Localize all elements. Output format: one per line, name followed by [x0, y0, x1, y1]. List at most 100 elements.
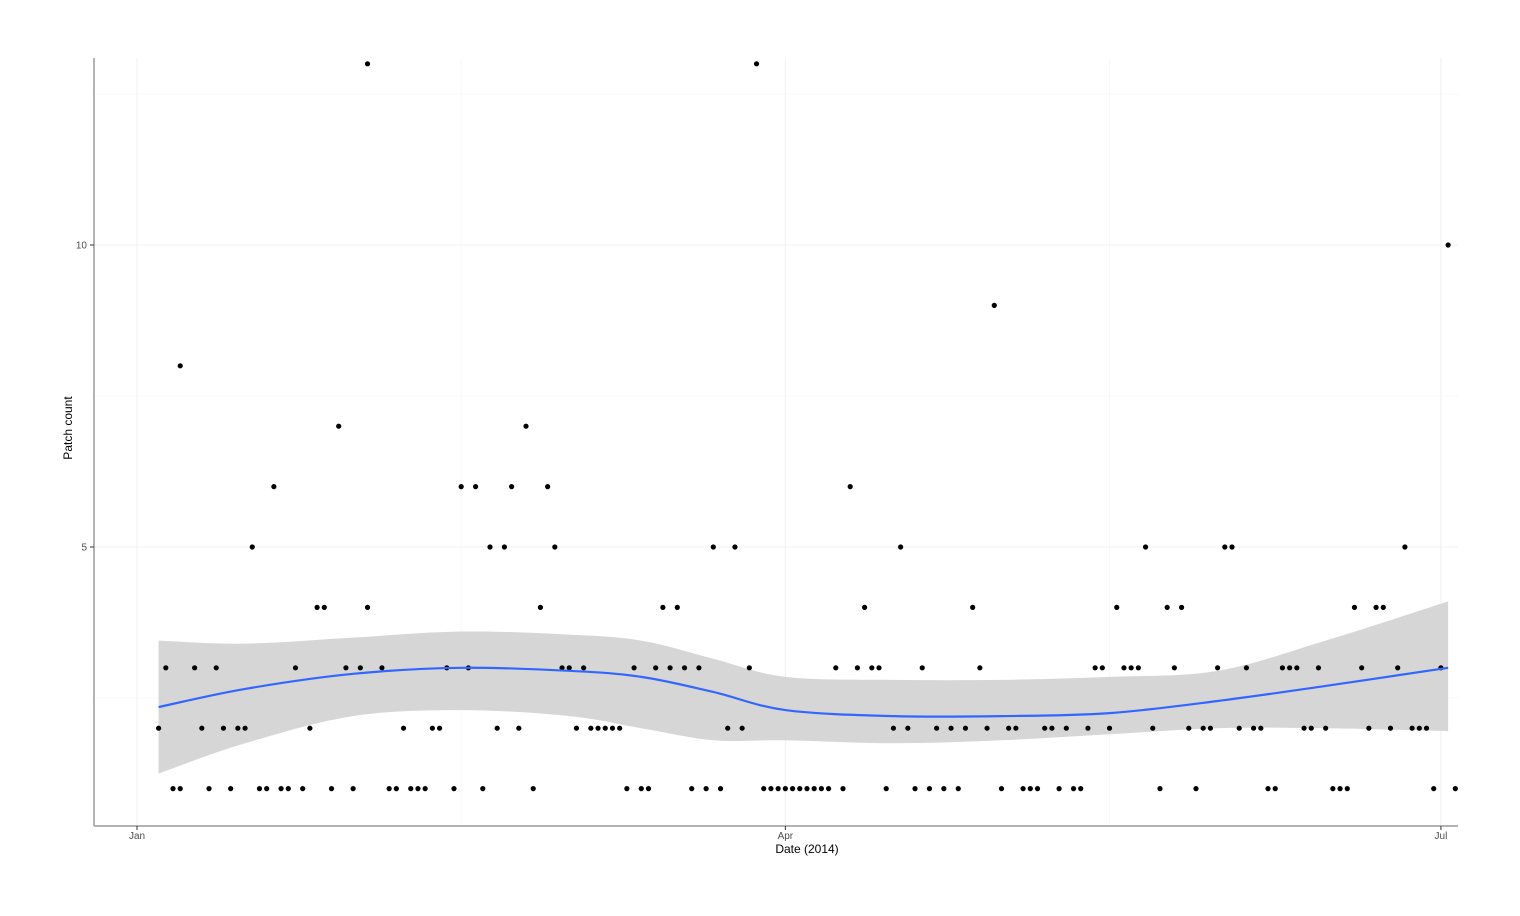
data-point	[1034, 786, 1041, 792]
data-point	[545, 484, 551, 490]
data-point	[523, 423, 529, 429]
data-point	[1315, 665, 1322, 671]
data-point	[192, 665, 198, 671]
data-point	[537, 604, 544, 611]
data-point	[840, 786, 846, 792]
data-point	[1078, 786, 1084, 792]
data-point	[314, 604, 320, 611]
data-point	[271, 484, 277, 490]
data-point	[717, 786, 724, 792]
data-point	[264, 786, 270, 792]
data-point	[674, 604, 680, 611]
data-point	[177, 363, 183, 369]
data-point	[948, 725, 954, 731]
data-point	[357, 665, 363, 671]
data-point	[825, 786, 832, 792]
data-point	[926, 786, 933, 792]
data-points	[156, 61, 1458, 792]
data-point	[343, 665, 349, 671]
data-point	[1049, 725, 1055, 731]
data-point	[530, 786, 536, 792]
data-point	[1207, 725, 1213, 731]
data-point	[285, 786, 291, 792]
data-point	[602, 725, 608, 731]
data-point	[364, 604, 371, 611]
data-point	[782, 786, 788, 792]
data-point	[1351, 604, 1358, 611]
data-point	[1409, 725, 1415, 731]
data-point	[804, 786, 810, 792]
data-point	[1251, 725, 1257, 731]
data-point	[1027, 786, 1033, 792]
data-point	[1416, 725, 1422, 731]
data-point	[220, 725, 227, 731]
data-point	[1301, 725, 1307, 731]
smooth-line	[158, 666, 1449, 718]
data-point	[1020, 786, 1026, 792]
data-point	[393, 786, 399, 792]
data-point	[645, 786, 652, 792]
data-point	[818, 786, 824, 792]
data-point	[1063, 725, 1069, 731]
data-point	[235, 725, 241, 731]
data-point	[761, 786, 767, 792]
data-point	[876, 665, 882, 671]
data-point	[588, 725, 594, 731]
data-point	[487, 544, 493, 550]
data-point	[472, 484, 479, 490]
data-point	[789, 786, 796, 792]
data-point	[1294, 665, 1300, 671]
data-point	[408, 786, 414, 792]
data-point	[617, 725, 623, 731]
data-point	[1330, 786, 1336, 792]
data-point	[1359, 665, 1365, 671]
data-point	[681, 665, 688, 671]
data-point	[653, 665, 659, 671]
data-point	[1215, 665, 1221, 671]
data-point	[1006, 725, 1012, 731]
data-point	[1236, 725, 1242, 731]
data-point	[292, 665, 299, 671]
data-point	[1157, 786, 1163, 792]
data-point	[725, 725, 731, 731]
data-point	[573, 725, 580, 731]
data-point	[1106, 725, 1113, 731]
data-point	[905, 725, 911, 731]
x-tick-label: Jan	[129, 831, 145, 842]
data-point	[177, 786, 183, 792]
data-point	[1193, 786, 1199, 792]
data-point	[811, 786, 817, 792]
data-point	[156, 725, 162, 731]
data-point	[1178, 604, 1185, 611]
data-point	[1121, 665, 1127, 671]
data-point	[386, 786, 392, 792]
data-point	[631, 665, 637, 671]
y-tick-label: 5	[81, 543, 87, 554]
data-point	[1431, 786, 1437, 792]
data-point	[732, 544, 738, 550]
data-point	[919, 665, 925, 671]
data-point	[350, 786, 356, 792]
data-point	[170, 786, 176, 792]
data-point	[1373, 604, 1379, 611]
data-point	[977, 665, 983, 671]
data-point	[451, 786, 457, 792]
data-point	[710, 544, 716, 550]
data-point	[1258, 725, 1264, 731]
data-point	[991, 302, 997, 308]
data-point	[163, 665, 169, 671]
data-point	[753, 61, 760, 67]
data-point	[1092, 665, 1098, 671]
data-point	[775, 786, 781, 792]
data-point	[739, 725, 745, 731]
data-point	[328, 786, 335, 792]
data-point	[638, 786, 644, 792]
data-point	[703, 786, 709, 792]
data-point	[862, 604, 868, 611]
data-point	[249, 544, 255, 550]
data-point	[883, 786, 889, 792]
data-point	[1135, 665, 1141, 671]
data-point	[1142, 544, 1149, 550]
confidence-band-area	[158, 601, 1449, 774]
